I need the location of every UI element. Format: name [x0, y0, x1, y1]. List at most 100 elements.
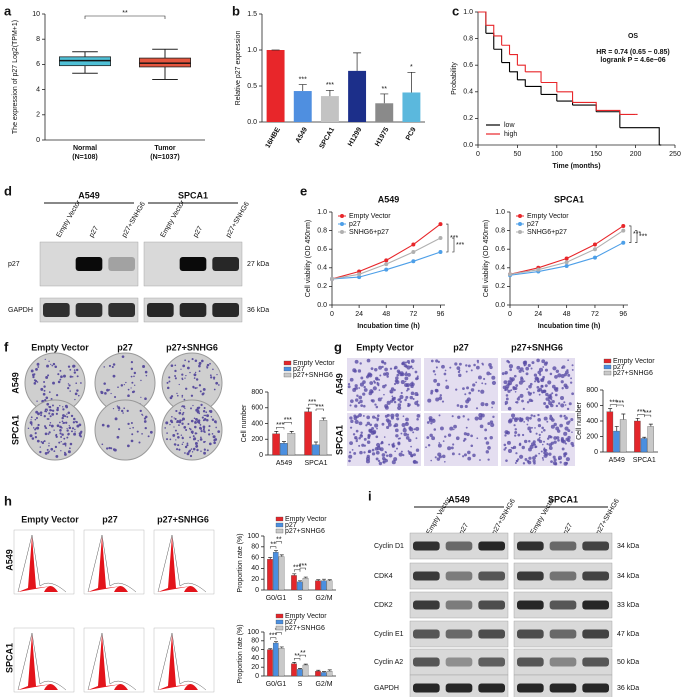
legend-label: SNHG6+p27	[349, 229, 389, 236]
colony	[44, 426, 47, 429]
cell	[545, 392, 549, 397]
cell	[415, 377, 419, 381]
cell	[450, 446, 454, 450]
cell	[381, 453, 386, 457]
cell	[489, 420, 494, 424]
colony	[184, 359, 187, 362]
panel-label: b	[232, 3, 240, 18]
significance-bracket	[446, 223, 449, 253]
colony	[205, 411, 208, 414]
cell	[518, 369, 522, 373]
legend-swatch	[283, 372, 292, 378]
cell	[515, 400, 519, 404]
survival-step	[509, 71, 518, 80]
colony	[64, 444, 67, 447]
cell	[538, 433, 541, 436]
cell	[529, 430, 532, 434]
cell	[439, 426, 444, 431]
cell	[375, 435, 379, 439]
x-tick-label: 250	[669, 151, 681, 158]
y-tick-label: 0.6	[495, 246, 505, 253]
cell	[366, 415, 370, 420]
cell	[561, 387, 564, 390]
legend-swatch	[603, 364, 612, 370]
lane-label: Empty Vector	[56, 199, 83, 239]
cell	[397, 403, 402, 407]
colony	[200, 450, 202, 453]
cell	[532, 459, 536, 463]
colony	[34, 432, 37, 435]
bar	[326, 671, 333, 677]
colony	[208, 442, 212, 446]
colony	[187, 360, 190, 363]
cell	[512, 445, 517, 450]
cell-line-label: SPCA1	[178, 190, 208, 200]
cell	[374, 403, 377, 406]
colony	[72, 364, 76, 368]
cell	[538, 393, 541, 396]
cell	[544, 384, 548, 388]
size-label: 50 kDa	[617, 659, 639, 666]
cell	[457, 370, 461, 374]
bar	[302, 664, 309, 677]
colony	[166, 381, 169, 384]
cell	[533, 414, 536, 418]
cell	[571, 431, 573, 434]
colony	[66, 416, 69, 418]
y-tick-label: 0.4	[317, 265, 327, 272]
cell	[393, 424, 396, 428]
colony	[190, 407, 192, 410]
cell	[375, 450, 380, 455]
cell	[505, 431, 509, 435]
colony	[105, 447, 109, 450]
cell	[455, 388, 458, 391]
column-label: p27+SNHG6	[166, 342, 218, 352]
significance: ***	[316, 404, 324, 411]
colony	[69, 442, 73, 446]
cell	[514, 417, 518, 421]
cell	[384, 384, 387, 387]
colony	[180, 434, 183, 436]
significance: ***	[299, 76, 307, 83]
cell	[385, 372, 390, 376]
cell	[529, 416, 532, 420]
cell	[366, 358, 371, 363]
histogram-peak	[18, 536, 52, 592]
cell	[569, 381, 573, 384]
colony	[62, 408, 65, 411]
cell	[359, 434, 364, 438]
cell	[555, 404, 559, 408]
cell	[512, 386, 516, 391]
colony	[206, 366, 209, 369]
cell	[462, 415, 465, 418]
cell	[386, 375, 389, 378]
cell	[537, 413, 540, 417]
legend-swatch	[275, 516, 284, 522]
error-bar	[614, 426, 619, 432]
colony	[54, 365, 58, 369]
colony	[211, 418, 215, 422]
significance: ***	[456, 242, 464, 249]
x-tick-label: G0/G1	[266, 681, 287, 688]
colony	[174, 375, 177, 377]
cell	[429, 433, 433, 438]
legend-label: p27	[285, 619, 297, 626]
cell	[541, 426, 544, 430]
x-tick-label: 96	[437, 311, 445, 318]
cell	[550, 460, 553, 464]
cell	[363, 404, 366, 408]
point	[330, 276, 334, 281]
colony	[183, 425, 187, 429]
error-bar	[327, 579, 332, 581]
cell	[508, 418, 513, 423]
colony	[191, 432, 194, 434]
colony	[53, 429, 55, 431]
cell	[386, 400, 391, 405]
x-tick-label: A549	[276, 460, 292, 467]
colony	[48, 442, 50, 444]
cell	[515, 459, 518, 462]
colony	[174, 369, 177, 373]
cell	[430, 459, 433, 462]
y-tick-label: 60	[251, 646, 259, 653]
cell	[426, 436, 430, 440]
